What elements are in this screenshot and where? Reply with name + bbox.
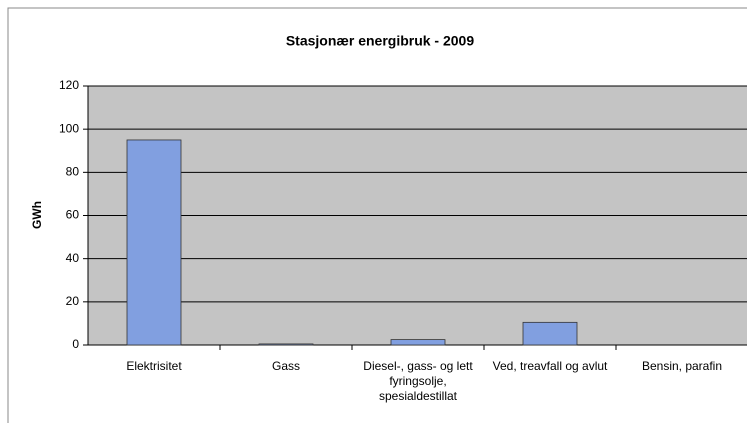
y-tick-label: 0 — [72, 337, 79, 351]
bar — [522, 321, 578, 346]
y-tick-label: 100 — [59, 121, 79, 135]
bar — [390, 339, 446, 346]
y-tick-label: 80 — [66, 165, 80, 179]
y-tick-label: 40 — [66, 251, 80, 265]
y-tick-label: 120 — [59, 78, 79, 92]
x-tick-label: Diesel-, gass- og lett fyringsolje, spes… — [363, 359, 473, 403]
x-tick-label: Gass — [271, 359, 300, 373]
y-tick-label: 60 — [66, 208, 80, 222]
y-tick-label: 20 — [66, 294, 80, 308]
bar — [258, 343, 314, 346]
x-tick-label: Bensin, parafin — [641, 359, 723, 373]
y-axis-label: GWh — [30, 201, 44, 229]
x-tick-label: Elektrisitet — [126, 359, 182, 373]
chart-title: Stasjonær energibruk - 2009 — [286, 33, 475, 49]
bar — [126, 139, 182, 346]
x-tick-label: Ved, treavfall og avlut — [492, 359, 608, 373]
